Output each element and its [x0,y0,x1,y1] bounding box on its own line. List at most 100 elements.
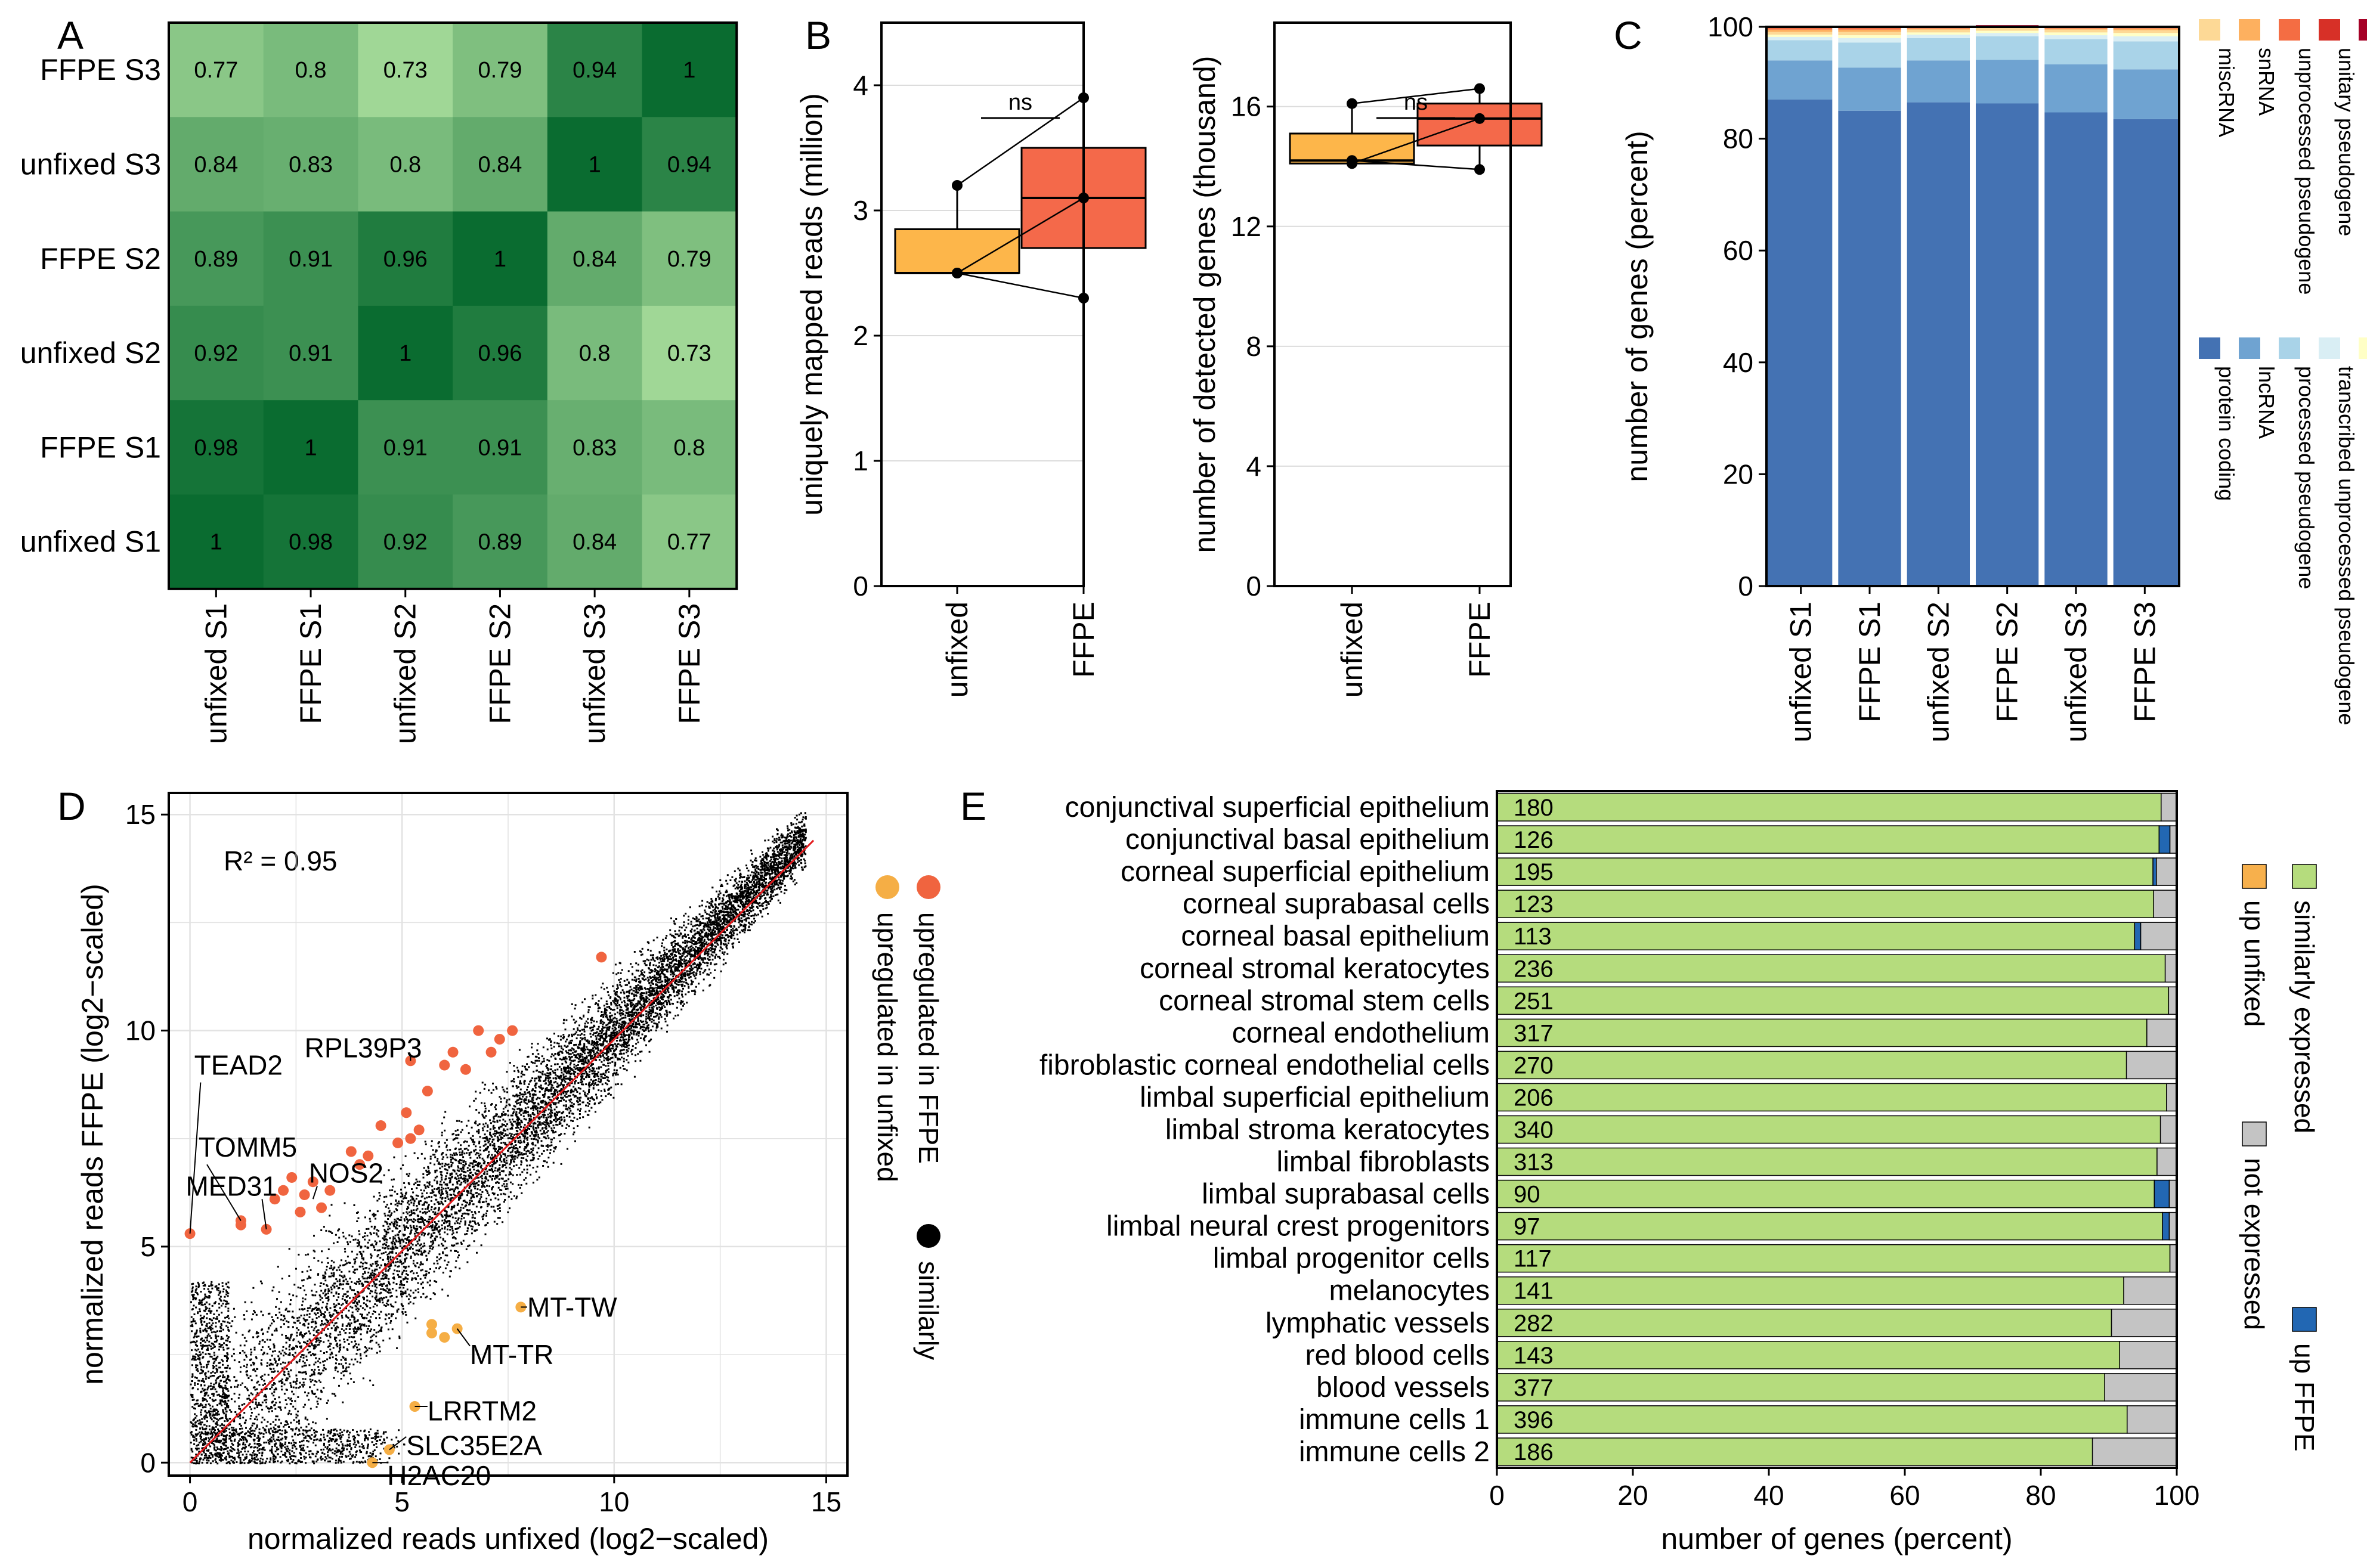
heatmap-cell [453,211,548,306]
heatmap-cell [169,494,264,590]
bar-count-label: 141 [1514,1278,1554,1304]
heatmap-cell [453,400,548,495]
stacked-bar-segment [1766,29,1833,32]
legend-swatch [2279,337,2300,359]
category-label: immune cells 1 [1299,1404,1490,1436]
upregulated-ffpe-point [507,1025,518,1036]
upregulated-ffpe-point [299,1189,310,1200]
heatmap-cell-label: 1 [399,341,411,366]
y-tick-label: 5 [140,1231,156,1262]
significance-label: ns [1008,90,1032,115]
stacked-bar-segment [1907,28,1970,30]
gene-label-leader [456,1328,471,1347]
bar-segment [1496,1051,2127,1080]
heatmap-cell-label: 0.8 [389,152,421,177]
x-axis-label: number of genes (percent) [1661,1522,2012,1555]
category-label: corneal basal epithelium [1181,921,1490,952]
upregulated-ffpe-point [405,1133,416,1144]
bar-segment [2152,857,2157,886]
stacked-bar-segment [1838,42,1901,68]
heatmap-col-label: FFPE S3 [673,603,706,724]
bar-segment [2134,922,2142,950]
category-label: lymphatic vessels [1266,1307,1490,1339]
upregulated-ffpe-point [485,1046,497,1058]
y-tick-label: 0 [1246,571,1261,602]
legend-label: unprocessed pseudogene [2294,48,2319,295]
y-axis-label: number of genes (percent) [1620,131,1654,482]
x-tick-label: unfixed [940,602,974,698]
category-label: limbal progenitor cells [1213,1243,1490,1275]
panel-letter-c: C [1614,13,1642,57]
upregulated-ffpe-point [269,1194,280,1205]
y-tick-label: 0 [140,1447,156,1478]
paired-point [1347,98,1357,109]
y-tick-label: 2 [853,320,868,351]
heatmap-cell [169,23,264,117]
x-tick-label: 0 [1489,1480,1505,1511]
panel-a-heatmap: 0.77 0.8 0.73 0.79 0.94 1 FFPE S3 0.84 0.83 0.8 0.… [20,21,738,744]
legend-swatch [2359,337,2367,359]
box-body [894,228,1020,274]
bar-segment [1496,1115,2161,1144]
stacked-bar-segment [2044,35,2108,39]
bar-segment [2125,1051,2177,1080]
heatmap-cell [453,23,548,117]
upregulated-ffpe-point [413,1124,425,1136]
stacked-bar-segment [2113,36,2179,42]
bar-segment [2119,1341,2177,1369]
heatmap-cell-label: 0.92 [194,341,238,366]
panel-letter-b: B [805,13,831,57]
heatmap-cell [263,494,358,590]
heatmap-cell [547,494,642,590]
y-tick-label: 100 [1707,11,1753,42]
gene-label-leader [189,1082,202,1234]
stacked-bar-segment [1766,36,1833,41]
category-label: fibroblastic corneal endothelial cells [1039,1049,1490,1081]
stacked-bar-segment [1907,60,1970,103]
bar-segment [1496,1018,2148,1048]
heatmap-row-label: unfixed S1 [20,525,161,559]
bar-count-label: 377 [1514,1375,1554,1401]
heatmap-cell-label: 0.89 [194,247,238,272]
y-tick-label: 0 [853,571,868,602]
bar-segment [2123,1276,2177,1305]
stacked-bar-segment [2044,112,2108,586]
regression-line [189,839,815,1464]
paired-line [1351,88,1480,104]
heatmap-row-label: FFPE S2 [40,242,161,275]
legend-swatch [2279,19,2300,41]
y-tick-label: 60 [1723,235,1753,266]
stacked-bar-segment [1907,38,1970,61]
legend-label: similarly [913,1261,944,1360]
bar-segment [2156,1147,2177,1176]
bar-count-label: 313 [1514,1149,1554,1176]
heatmap-cell-label: 1 [304,435,317,460]
bar-count-label: 186 [1514,1439,1554,1465]
heatmap-cell-label: 0.83 [289,152,333,177]
bar-segment [1496,1341,2120,1369]
bar-segment [2158,825,2171,854]
stacked-bar-segment [1907,29,1970,33]
stacked-bar-segment [1766,32,1833,35]
gene-label: TOMM5 [199,1132,297,1163]
bar-segment [2159,1115,2177,1144]
stacked-bar-segment [2044,64,2108,113]
bar-count-label: 143 [1514,1343,1554,1369]
gene-label: NOS2 [309,1158,383,1189]
legend-label: up FFPE [2289,1343,2320,1452]
heatmap-cell-label: 0.98 [194,435,238,460]
legend-label: lncRNA [2254,366,2279,439]
bar-segment [1496,1373,2105,1402]
heatmap-cell [642,23,737,117]
upregulated-ffpe-point [316,1202,327,1213]
stacked-bar-segment [1976,27,2039,31]
scatter-r2-label: R² = 0.95 [224,845,338,876]
heatmap-cell-label: 1 [494,247,506,272]
x-tick-label: 10 [599,1486,629,1517]
bar-count-label: 340 [1514,1117,1554,1144]
category-label: limbal stroma keratocytes [1165,1114,1490,1146]
box-body [1416,103,1543,147]
y-tick-label: 40 [1723,347,1753,378]
legend-label: upregulated in FFPE [913,912,944,1164]
